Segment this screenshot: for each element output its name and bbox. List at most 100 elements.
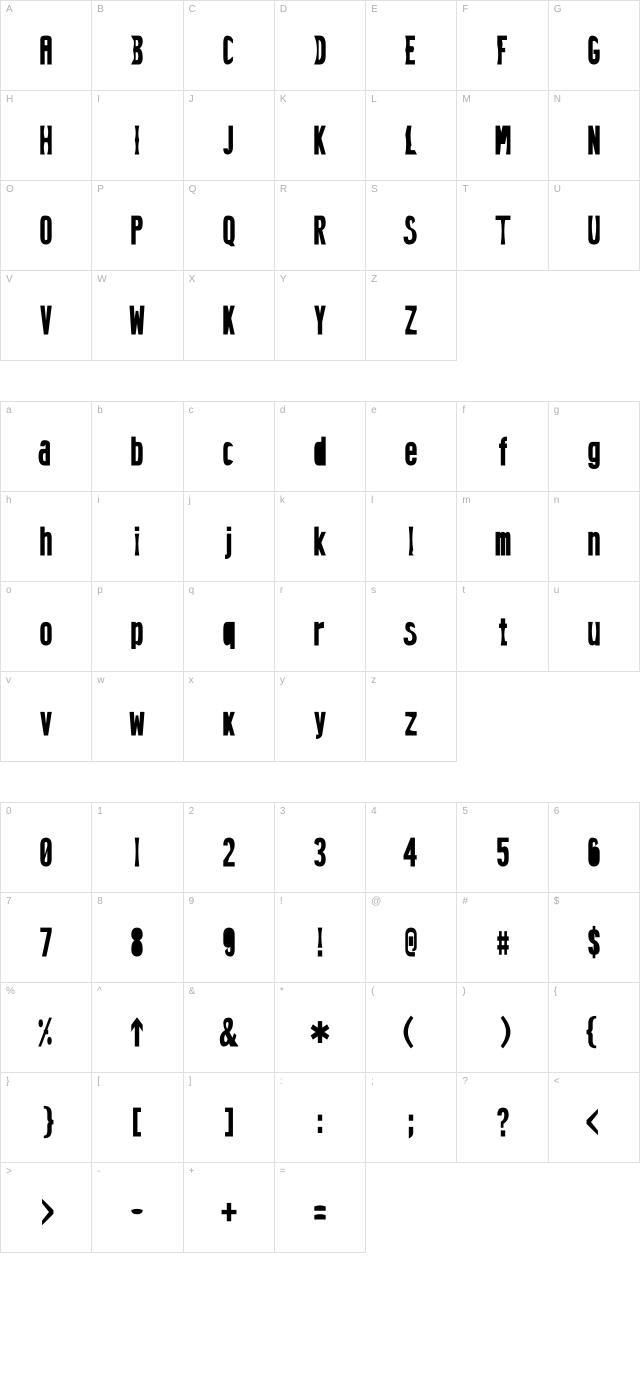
glyph-cell: } (1, 1073, 92, 1163)
glyph-label: 5 (462, 806, 468, 817)
glyph-cell: V (1, 271, 92, 361)
glyph-cell: q (184, 582, 275, 672)
glyph-label: ) (462, 986, 465, 997)
glyph-label: B (97, 4, 104, 15)
glyph-cell: ^ (92, 983, 183, 1073)
glyph-label: O (6, 184, 14, 195)
glyph-cell: = (275, 1163, 366, 1253)
glyph-bracket-open-icon (92, 1073, 182, 1162)
glyph-cell: & (184, 983, 275, 1073)
glyph-cell: d (275, 402, 366, 492)
glyph-cell: 3 (275, 803, 366, 893)
glyph-V-icon (1, 271, 91, 360)
glyph-question-icon (457, 1073, 547, 1162)
glyph-cell: z (366, 672, 457, 762)
glyph-cell: n (549, 492, 640, 582)
glyph-greater-than-icon (1, 1163, 91, 1252)
glyph-I-icon (92, 91, 182, 180)
glyph-label: ? (462, 1076, 468, 1087)
glyph-5-icon (457, 803, 547, 892)
glyph-cell: L (366, 91, 457, 181)
glyph-hash-icon (457, 893, 547, 982)
glyph-K-icon (275, 91, 365, 180)
glyph-label: [ (97, 1076, 100, 1087)
glyph-brace-close-icon (1, 1073, 91, 1162)
glyph-colon-icon (275, 1073, 365, 1162)
glyph-caret-icon (92, 983, 182, 1072)
glyph-cell: 2 (184, 803, 275, 893)
glyph-3-icon (275, 803, 365, 892)
glyph-label: ; (371, 1076, 374, 1087)
glyph-label: $ (554, 896, 560, 907)
glyph-ampersand-icon (184, 983, 274, 1072)
glyph-cell: e (366, 402, 457, 492)
glyph-asterisk-icon (275, 983, 365, 1072)
glyph-cell: g (549, 402, 640, 492)
glyph-cell: N (549, 91, 640, 181)
glyph-cell: D (275, 1, 366, 91)
glyph-cell: ) (457, 983, 548, 1073)
glyph-cell: $ (549, 893, 640, 983)
glyph-E-icon (366, 1, 456, 90)
glyph-b-icon (92, 402, 182, 491)
glyph-label: k (280, 495, 285, 506)
glyph-cell: [ (92, 1073, 183, 1163)
glyph-8-icon (92, 893, 182, 982)
glyph-label: r (280, 585, 283, 596)
glyph-section-numbers-symbols: 0123456789!@#$%^&*(){}[]:;?<>-+= (0, 802, 640, 1253)
glyph-cell: J (184, 91, 275, 181)
glyph-label: x (189, 675, 194, 686)
glyph-label: n (554, 495, 560, 506)
glyph-label: { (554, 986, 557, 997)
glyph-cell: K (275, 91, 366, 181)
glyph-label: A (6, 4, 13, 15)
glyph-F-icon (457, 1, 547, 90)
glyph-B-icon (92, 1, 182, 90)
glyph-cell: w (92, 672, 183, 762)
glyph-grid: 0123456789!@#$%^&*(){}[]:;?<>-+= (0, 802, 640, 1253)
glyph-cell: o (1, 582, 92, 672)
glyph-U-icon (549, 181, 639, 270)
glyph-label: u (554, 585, 560, 596)
glyph-D-icon (275, 1, 365, 90)
glyph-label: f (462, 405, 465, 416)
glyph-g-icon (549, 402, 639, 491)
glyph-label: I (97, 94, 100, 105)
glyph-cell: b (92, 402, 183, 492)
glyph-cell: 4 (366, 803, 457, 893)
glyph-cell: A (1, 1, 92, 91)
glyph-6-icon (549, 803, 639, 892)
glyph-cell: i (92, 492, 183, 582)
glyph-label: l (371, 495, 373, 506)
glyph-cell: 7 (1, 893, 92, 983)
glyph-label: t (462, 585, 465, 596)
glyph-label: w (97, 675, 104, 686)
glyph-label: g (554, 405, 560, 416)
glyph-label: h (6, 495, 12, 506)
glyph-n-icon (549, 492, 639, 581)
glyph-label: T (462, 184, 468, 195)
glyph-label: * (280, 986, 284, 997)
glyph-cell: E (366, 1, 457, 91)
empty-cell (457, 1163, 548, 1253)
glyph-label: d (280, 405, 286, 416)
glyph-O-icon (1, 181, 91, 270)
glyph-equals-icon (275, 1163, 365, 1252)
glyph-1-icon (92, 803, 182, 892)
glyph-cell: W (92, 271, 183, 361)
glyph-e-icon (366, 402, 456, 491)
glyph-cell: % (1, 983, 92, 1073)
glyph-Z-icon (366, 271, 456, 360)
glyph-label: 6 (554, 806, 560, 817)
glyph-label: p (97, 585, 103, 596)
glyph-minus-icon (92, 1163, 182, 1252)
glyph-label: i (97, 495, 99, 506)
glyph-P-icon (92, 181, 182, 270)
glyph-cell: m (457, 492, 548, 582)
glyph-J-icon (184, 91, 274, 180)
glyph-9-icon (184, 893, 274, 982)
glyph-cell: ( (366, 983, 457, 1073)
glyph-label: m (462, 495, 470, 506)
glyph-cell: I (92, 91, 183, 181)
glyph-l-icon (366, 492, 456, 581)
